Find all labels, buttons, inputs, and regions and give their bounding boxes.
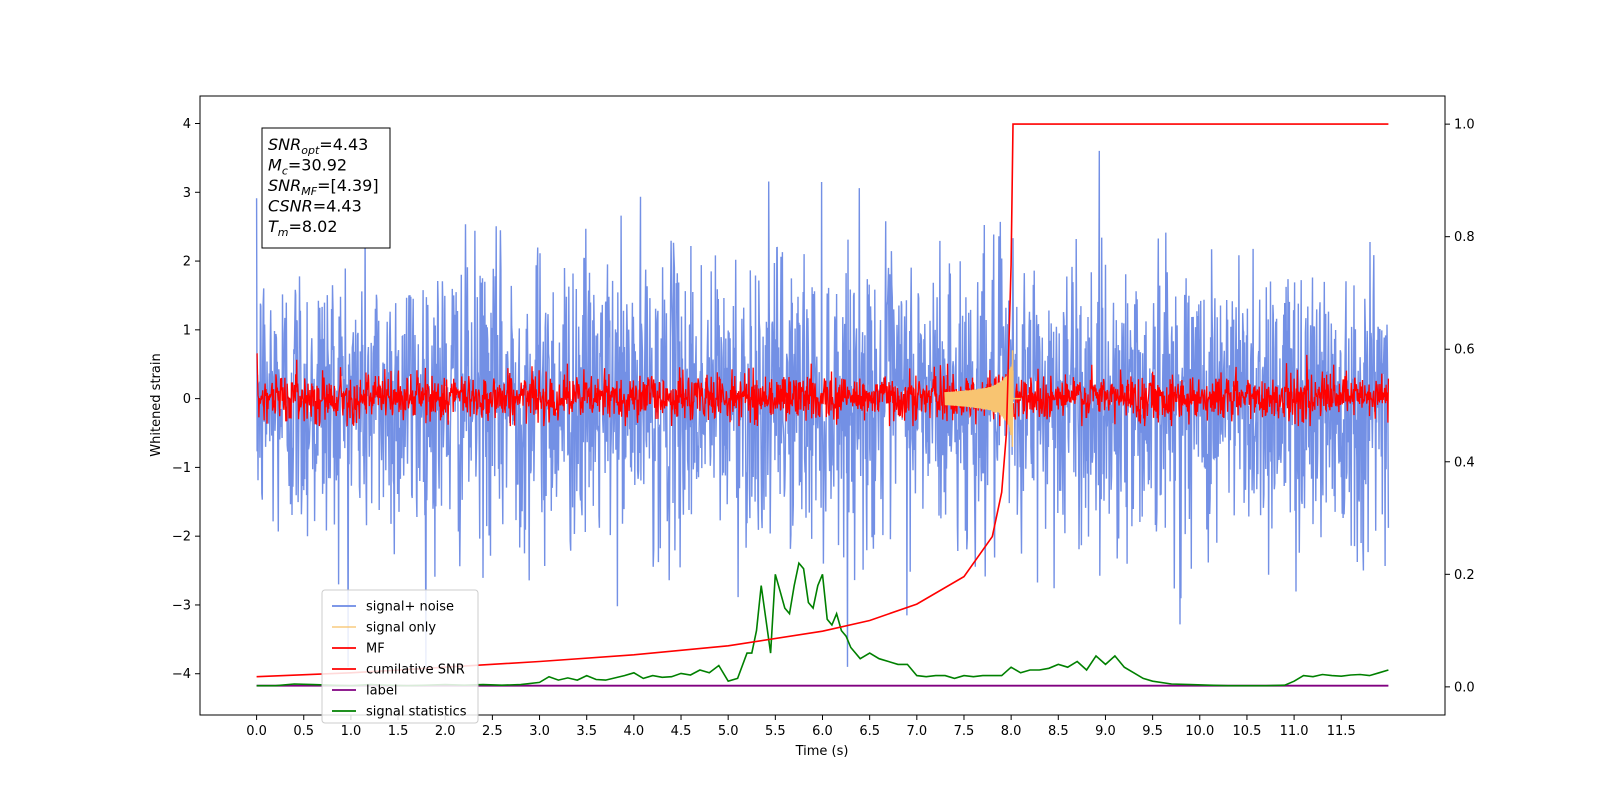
x-tick-label: 0.0: [246, 724, 267, 739]
annotation-line: SNRMF=[4.39]: [268, 176, 379, 198]
annotation-value: =[4.39]: [317, 176, 379, 195]
x-tick-label: 4.5: [671, 724, 692, 739]
y-tick-label: −3: [172, 598, 191, 613]
annotation-box: SNRopt=4.43Mc=30.92SNRMF=[4.39]CSNR=4.43…: [261, 127, 391, 249]
y-tick-label: −2: [172, 530, 191, 545]
legend-frame: [321, 589, 479, 724]
x-tick-label: 1.5: [388, 724, 409, 739]
y-tick-label: −1: [172, 461, 191, 476]
y2-tick-label: 0.2: [1454, 568, 1475, 583]
annotation-line: CSNR=4.43: [268, 197, 362, 216]
y2-tick-label: 0.6: [1454, 343, 1475, 358]
y-tick-label: 3: [183, 186, 191, 201]
x-tick-label: 11.0: [1280, 724, 1309, 739]
x-tick-label: 6.5: [859, 724, 880, 739]
y2-tick-label: 0.8: [1454, 230, 1475, 245]
legend-entry: signal statistics: [366, 705, 467, 720]
annotation-symbol: SNR: [268, 135, 301, 154]
annotation-symbol: T: [268, 217, 279, 236]
x-tick-label: 2.0: [435, 724, 456, 739]
legend-entry: cumilative SNR: [366, 663, 465, 678]
x-axis-label: Time (s): [795, 744, 849, 759]
legend-entry: signal+ noise: [366, 600, 454, 615]
series-signal-noise: [255, 150, 1390, 667]
annotation-line: SNRopt=4.43: [268, 135, 368, 157]
annotation-value: =4.43: [319, 135, 368, 154]
series-cumulative-snr: [256, 123, 1389, 678]
annotation-symbol: SNR: [268, 176, 301, 195]
x-tick-label: 3.5: [576, 724, 597, 739]
annotation-value: =8.02: [289, 217, 338, 236]
x-tick-label: 5.0: [718, 724, 739, 739]
y2-tick-label: 0.0: [1454, 680, 1475, 695]
legend-entry: label: [366, 684, 397, 699]
legend: signal+ noise signal only MF cumilative SNR…: [321, 589, 479, 724]
x-tick-label: 9.0: [1095, 724, 1116, 739]
annotation-symbol: CSNR: [268, 197, 313, 216]
x-tick-label: 2.5: [482, 724, 503, 739]
annotation-symbol: M: [268, 156, 282, 175]
x-tick-label: 0.5: [293, 724, 314, 739]
annotation-line: Tm=8.02: [268, 217, 338, 239]
series-signal-only: [944, 350, 1021, 447]
legend-entry: signal only: [366, 621, 436, 636]
annotation-frame: [261, 127, 391, 249]
annotation-subscript: MF: [301, 185, 317, 198]
x-tick-label: 7.5: [954, 724, 975, 739]
x-tick-label: 10.0: [1185, 724, 1214, 739]
x-tick-label: 4.0: [624, 724, 645, 739]
x-tick-label: 3.0: [529, 724, 550, 739]
x-tick-label: 9.5: [1142, 724, 1163, 739]
x-tick-label: 1.0: [341, 724, 362, 739]
x-tick-label: 7.0: [906, 724, 927, 739]
y-axis-left: 4 3 2 1 0 −1 −2 −3 −4: [172, 117, 200, 682]
y-tick-label: 1: [183, 323, 191, 338]
annotation-subscript: opt: [301, 144, 320, 157]
x-tick-label: 6.0: [812, 724, 833, 739]
y2-tick-label: 0.4: [1454, 455, 1475, 470]
annotation-value: =4.43: [313, 197, 362, 216]
series-mf: [256, 353, 1390, 427]
annotation-subscript: c: [282, 165, 288, 178]
x-tick-label: 10.5: [1232, 724, 1261, 739]
x-tick-label: 5.5: [765, 724, 786, 739]
y-tick-label: 4: [183, 117, 191, 132]
annotation-line: Mc=30.92: [268, 156, 347, 178]
series-signal-statistics: [256, 561, 1389, 687]
annotation-value: =30.92: [288, 156, 347, 175]
y-axis-label: Whitened strain: [149, 353, 164, 456]
x-tick-label: 11.5: [1327, 724, 1356, 739]
annotation-subscript: m: [278, 226, 289, 239]
x-tick-label: 8.5: [1048, 724, 1069, 739]
y2-tick-label: 1.0: [1454, 118, 1475, 133]
x-tick-label: 8.0: [1001, 724, 1022, 739]
y-tick-label: −4: [172, 667, 191, 682]
y-tick-label: 2: [183, 255, 191, 270]
y-axis-right: 1.0 0.8 0.6 0.4 0.2 0.0: [1445, 118, 1475, 695]
y-tick-label: 0: [183, 392, 191, 407]
legend-entry: MF: [366, 642, 385, 657]
x-axis: 0.0 0.5 1.0 1.5 2.0 2.5 3.0 3.5 4.0 4.5 5.0 5.5 6.0 6…: [246, 715, 1356, 739]
